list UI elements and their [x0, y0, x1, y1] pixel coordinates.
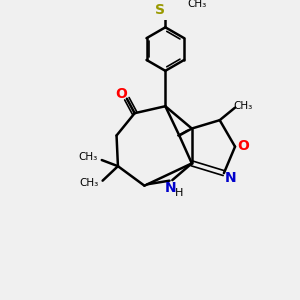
Text: O: O [238, 139, 249, 153]
Text: N: N [225, 171, 237, 185]
Text: CH₃: CH₃ [80, 178, 99, 188]
Text: CH₃: CH₃ [233, 101, 253, 111]
Text: CH₃: CH₃ [79, 152, 98, 162]
Text: S: S [155, 3, 165, 17]
Text: O: O [115, 87, 127, 101]
Text: CH₃: CH₃ [187, 0, 206, 9]
Text: H: H [175, 188, 184, 198]
Text: N: N [165, 182, 177, 196]
